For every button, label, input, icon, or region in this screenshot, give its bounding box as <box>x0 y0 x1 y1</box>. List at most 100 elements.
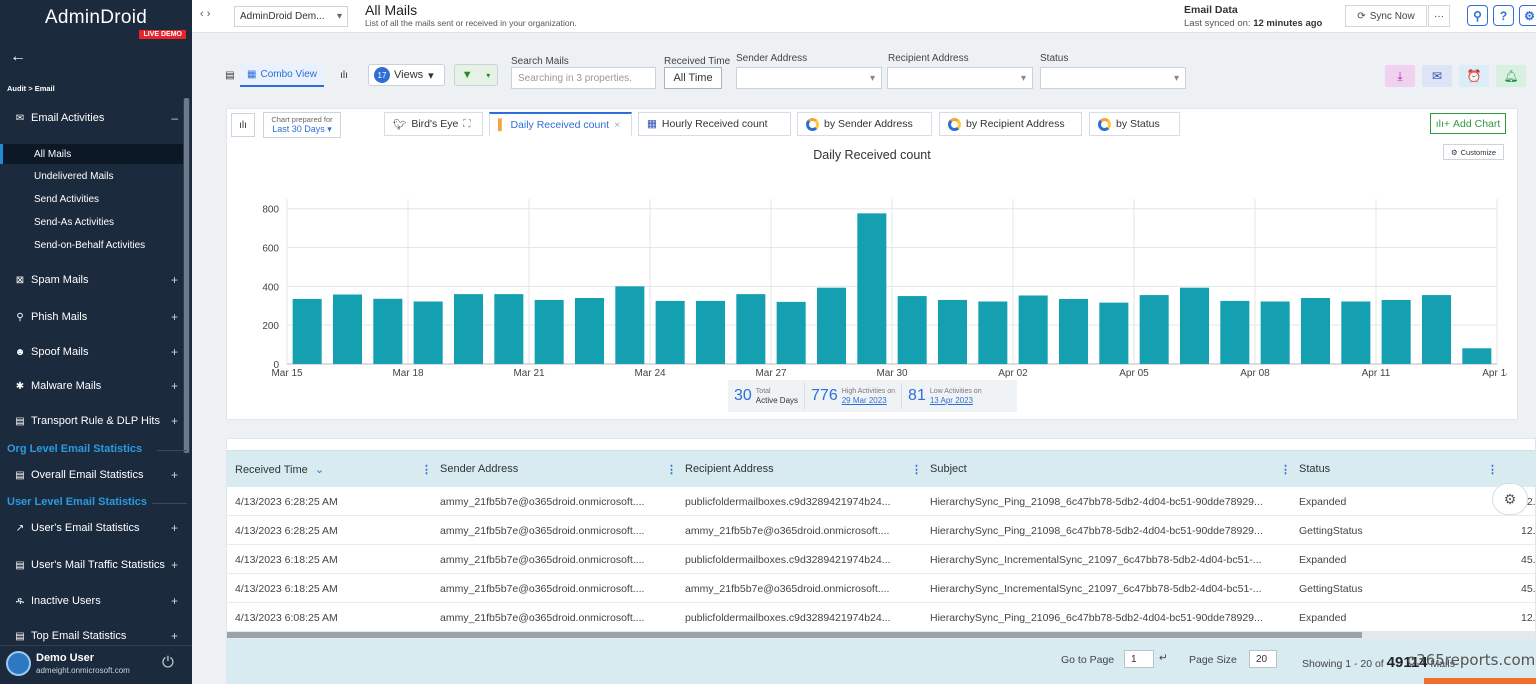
bar-mar-15[interactable] <box>292 298 322 364</box>
bar-mar-30[interactable] <box>897 296 927 364</box>
column-menu-icon[interactable]: ⋮ <box>1487 464 1498 476</box>
add-chart-button[interactable]: ılı+ Add Chart <box>1430 113 1506 134</box>
column-menu-icon[interactable]: ⋮ <box>666 464 677 476</box>
column-menu-icon[interactable]: ⋮ <box>421 464 432 476</box>
bar-mar-17[interactable] <box>373 298 403 364</box>
bar-apr-11[interactable] <box>1381 299 1411 364</box>
bar-apr-05[interactable] <box>1139 295 1169 364</box>
column-status[interactable]: Status ⋮ <box>1299 463 1498 476</box>
bar-apr-07[interactable] <box>1220 300 1250 364</box>
bar-apr-08[interactable] <box>1260 301 1290 364</box>
alert-bell-icon[interactable]: 🔔︎ <box>1496 65 1526 87</box>
settings-icon[interactable]: ⚙ <box>1519 5 1536 26</box>
menu-spam-mails[interactable]: ⊠ Spam Mails + <box>0 270 183 290</box>
tab-by-recipient-address[interactable]: by Recipient Address <box>939 112 1082 136</box>
bar-apr-12[interactable] <box>1421 295 1452 364</box>
menu-users-email-statistics[interactable]: ↗ User's Email Statistics + <box>0 518 183 538</box>
menu-phish-mails[interactable]: ⚲ Phish Mails + <box>0 307 183 327</box>
bar-mar-23[interactable] <box>615 286 645 364</box>
nav-arrows-icon[interactable]: ‹ › <box>200 8 211 20</box>
menu-users-mail-traffic-statistics[interactable]: ▤ User's Mail Traffic Statistics + <box>0 555 183 575</box>
bar-mar-16[interactable] <box>332 294 363 364</box>
column-menu-icon[interactable]: ⋮ <box>911 464 922 476</box>
menu-top-email-statistics[interactable]: ▤ Top Email Statistics + <box>0 626 183 646</box>
chart-prepared-for[interactable]: Chart prepared for Last 30 Days ▾ <box>263 112 341 138</box>
menu-malware-mails[interactable]: ✱ Malware Mails + <box>0 376 183 396</box>
sidebar-item-send-as-activities[interactable]: Send-As Activities <box>34 216 115 228</box>
chart-view-icon[interactable]: ılı <box>340 69 348 81</box>
tab-by-sender-address[interactable]: by Sender Address <box>797 112 932 136</box>
chart-type-icon[interactable]: ılı <box>231 113 255 137</box>
bar-mar-27[interactable] <box>776 301 806 364</box>
menu-inactive-users[interactable]: ዱ Inactive Users + <box>0 591 183 611</box>
page-number-input[interactable]: 1 <box>1124 650 1154 668</box>
logo[interactable]: AdminDroid LIVE DEMO <box>0 0 192 39</box>
tab-by-status[interactable]: by Status <box>1089 112 1180 136</box>
bar-apr-02[interactable] <box>1018 295 1048 364</box>
sidebar-item-all-mails[interactable]: All Mails <box>0 144 183 164</box>
customize-button[interactable]: ⚙ Customize <box>1443 144 1504 160</box>
power-icon[interactable]: ⏻ <box>162 654 174 671</box>
sidebar-item-undelivered-mails[interactable]: Undelivered Mails <box>34 170 114 182</box>
back-arrow-icon[interactable]: ← <box>10 48 26 65</box>
tab-hourly-received-count[interactable]: ▦ Hourly Received count <box>638 112 791 136</box>
table-row[interactable]: 4/13/2023 6:18:25 AM ammy_21fb5b7e@o365dr… <box>227 574 1535 603</box>
column-received-time[interactable]: Received Time ⌄ ⋮ <box>235 464 432 476</box>
views-button[interactable]: 17 Views ▾ <box>368 64 445 86</box>
table-settings-icon[interactable]: ⚙ <box>1492 483 1528 515</box>
page-size-input[interactable]: 20 <box>1249 650 1277 668</box>
bar-mar-31[interactable] <box>937 299 968 364</box>
help-icon[interactable]: ? <box>1493 5 1514 26</box>
tab-daily-received-count[interactable]: ▌ Daily Received count × <box>489 112 632 136</box>
enter-icon[interactable]: ↵ <box>1159 652 1168 664</box>
filter-button[interactable]: ▼ ▾ <box>454 64 498 86</box>
menu-spoof-mails[interactable]: ☻ Spoof Mails + <box>14 345 178 359</box>
bar-mar-28[interactable] <box>816 287 847 364</box>
combo-view-button[interactable]: ▦ Combo View <box>240 63 324 87</box>
bar-mar-19[interactable] <box>453 294 484 364</box>
bar-mar-21[interactable] <box>534 299 564 364</box>
close-icon[interactable]: × <box>614 118 621 131</box>
menu-transport-rule-dlp-hits[interactable]: ▤ Transport Rule & DLP Hits + <box>0 411 183 431</box>
bar-mar-25[interactable] <box>695 300 726 364</box>
search-input[interactable]: Searching in 3 properties. <box>511 67 656 89</box>
column-subject[interactable]: Subject ⋮ <box>930 463 1291 476</box>
bar-mar-24[interactable] <box>655 300 685 364</box>
download-icon[interactable]: ⤓ <box>1385 65 1415 87</box>
table-row[interactable]: 4/13/2023 6:08:25 AM ammy_21fb5b7e@o365dr… <box>227 603 1535 632</box>
bar-apr-06[interactable] <box>1179 287 1210 364</box>
document-icon[interactable]: ▤ <box>225 69 235 81</box>
bar-apr-10[interactable] <box>1341 301 1371 364</box>
user-profile[interactable]: Demo User admeight.onmicrosoft.com ⏻ <box>0 645 192 684</box>
more-button[interactable]: ··· <box>1428 5 1450 27</box>
sidebar-item-send-on-behalf-activities[interactable]: Send-on-Behalf Activities <box>34 239 146 251</box>
feedback-tab[interactable] <box>1424 678 1536 684</box>
menu-overall-email-statistics[interactable]: ▤ Overall Email Statistics + <box>0 465 183 485</box>
recipient-address-select[interactable] <box>887 67 1033 89</box>
bar-apr-09[interactable] <box>1300 298 1331 364</box>
bar-mar-18[interactable] <box>413 301 443 364</box>
bar-apr-01[interactable] <box>978 301 1008 364</box>
bar-mar-22[interactable] <box>574 298 605 364</box>
horizontal-scrollbar[interactable] <box>227 631 1535 639</box>
table-row[interactable]: 4/13/2023 6:18:25 AM ammy_21fb5b7e@o365dr… <box>227 545 1535 574</box>
sync-now-button[interactable]: ⟳ Sync Now <box>1345 5 1427 27</box>
bar-mar-29[interactable] <box>857 213 887 364</box>
menu-email-activities[interactable]: ✉ Email Activities – <box>0 108 183 128</box>
schedule-icon[interactable]: ⏰ <box>1459 65 1489 87</box>
scroll-thumb[interactable] <box>227 632 1362 638</box>
column-sender-address[interactable]: Sender Address ⋮ <box>440 463 677 476</box>
bar-apr-04[interactable] <box>1099 302 1129 364</box>
status-select[interactable] <box>1040 67 1186 89</box>
column-recipient-address[interactable]: Recipient Address ⋮ <box>685 463 922 476</box>
table-row[interactable]: 4/13/2023 6:28:25 AM ammy_21fb5b7e@o365dr… <box>227 487 1535 516</box>
sidebar-scrollbar[interactable] <box>183 98 190 453</box>
tab-birds-eye[interactable]: 🐦︎ Bird's Eye ⛶ <box>384 112 483 136</box>
bar-apr-03[interactable] <box>1058 298 1089 364</box>
table-row[interactable]: 4/13/2023 6:28:25 AM ammy_21fb5b7e@o365dr… <box>227 516 1535 545</box>
email-icon[interactable]: ✉ <box>1422 65 1452 87</box>
received-time-button[interactable]: All Time <box>664 67 722 89</box>
search-icon[interactable]: ⚲ <box>1467 5 1488 26</box>
sidebar-item-send-activities[interactable]: Send Activities <box>34 193 100 205</box>
sender-address-select[interactable] <box>736 67 882 89</box>
